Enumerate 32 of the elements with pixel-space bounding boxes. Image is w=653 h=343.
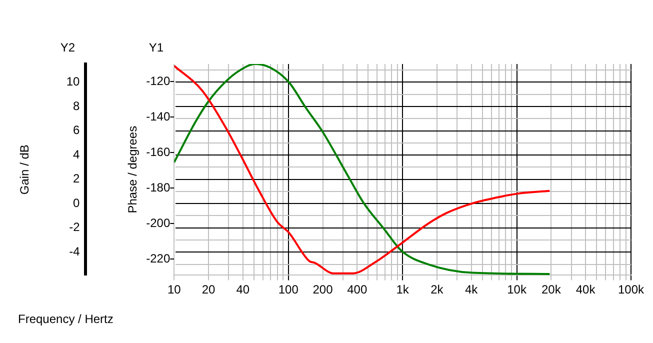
y-tick-label: -140 [146, 110, 170, 124]
y-tick-label: -180 [146, 180, 170, 195]
x-tick-label: 1k [396, 282, 410, 297]
y2-tick-label: 4 [73, 147, 80, 162]
x-tick-label: 2k [430, 282, 444, 297]
x-tick-label: 100 [278, 282, 299, 297]
y2-tick-label: -2 [69, 220, 80, 234]
y-tick-label: -160 [146, 145, 170, 160]
x-axis-title: Frequency / Hertz [18, 312, 114, 326]
y-tick-label: -200 [146, 216, 170, 230]
text: Y1 [148, 40, 164, 54]
y-tick-label: -120 [146, 74, 170, 88]
x-tick-label: 40 [236, 282, 250, 297]
y2-tick-label: 8 [73, 98, 80, 113]
x-tick-label: 20k [541, 282, 562, 297]
y2-tick-label: 10 [66, 74, 80, 89]
x-tick-label: 100k [618, 282, 646, 297]
x-tick-label: 10k [507, 282, 528, 297]
x-tick-label: 200 [312, 282, 334, 297]
y2-axis-title: Gain / dB [18, 144, 32, 195]
x-tick-label: 20 [202, 282, 216, 297]
y-tick-label: -220 [146, 252, 170, 266]
x-tick-label: 400 [347, 282, 368, 297]
y2-tick-label: 0 [73, 196, 80, 210]
y2-tick-label: 2 [73, 172, 80, 186]
y-axis-title: Phase / degrees [125, 126, 140, 214]
x-tick-label: 4k [465, 282, 479, 297]
x-tick-label: 10 [167, 282, 182, 297]
text: Y2 [60, 40, 76, 54]
y2-tick-label: -4 [69, 244, 80, 258]
y2-tick-label: 6 [73, 123, 80, 138]
x-tick-label: 40k [576, 282, 596, 297]
